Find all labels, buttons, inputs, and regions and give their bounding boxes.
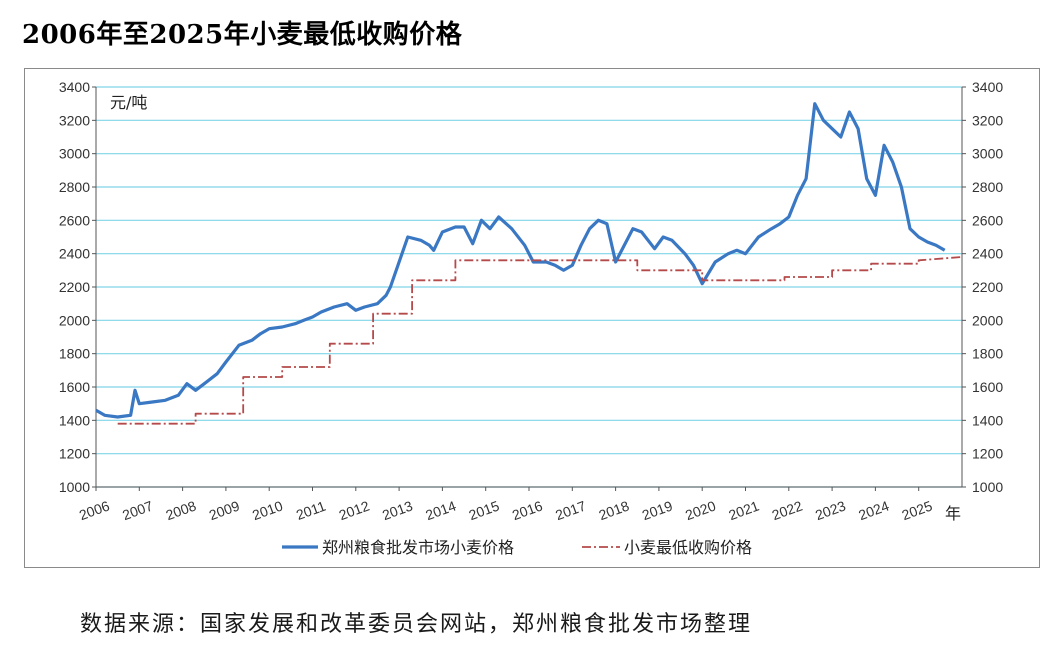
y-tick-label-right: 1200	[972, 446, 1003, 462]
x-tick-label: 2013	[380, 497, 415, 523]
y-tick-label-right: 2400	[972, 246, 1003, 262]
y-tick-label-left: 1000	[59, 479, 90, 495]
x-tick-label: 2007	[120, 497, 155, 523]
y-tick-label-right: 3400	[972, 79, 1003, 95]
x-tick-label: 2019	[640, 497, 675, 523]
y-tick-label-right: 1000	[972, 479, 1003, 495]
x-tick-label: 2025	[900, 497, 935, 523]
y-tick-label-left: 1400	[59, 412, 90, 428]
source-note: 数据来源：国家发展和改革委员会网站，郑州粮食批发市场整理	[80, 612, 753, 637]
x-tick-label: 2015	[467, 497, 502, 523]
y-tick-label-right: 2000	[972, 312, 1003, 328]
x-tick-label: 2009	[207, 497, 242, 523]
y-tick-label-right: 3000	[972, 146, 1003, 162]
series-line-market-price	[95, 102, 946, 419]
y-tick-label-right: 1600	[972, 379, 1003, 395]
y-tick-label-left: 2400	[59, 246, 90, 262]
x-tick-label: 2022	[770, 497, 805, 523]
y-tick-label-right: 2600	[972, 212, 1003, 228]
x-tick-label: 2017	[553, 497, 588, 523]
x-tick-label: 2014	[423, 497, 458, 523]
series-line-minimum-price	[117, 256, 963, 425]
y-tick-label-left: 2800	[59, 179, 90, 195]
x-tick-label: 2010	[250, 497, 285, 523]
page-title: 2006年至2025年小麦最低收购价格	[22, 20, 463, 50]
y-tick-label-left: 2000	[59, 312, 90, 328]
x-tick-label: 2006	[77, 497, 112, 523]
chart-frame	[24, 68, 1040, 568]
y-tick-label-left: 1200	[59, 446, 90, 462]
x-tick-label: 2024	[856, 497, 891, 523]
y-tick-label-left: 3200	[59, 112, 90, 128]
legend-label-minimum: 小麦最低收购价格	[624, 538, 752, 557]
x-tick-label: 2008	[164, 497, 199, 523]
y-tick-label-left: 1800	[59, 346, 90, 362]
y-tick-label-left: 1600	[59, 379, 90, 395]
legend-label-market: 郑州粮食批发市场小麦价格	[322, 538, 514, 557]
y-tick-label-right: 1400	[972, 412, 1003, 428]
y-tick-label-right: 2800	[972, 179, 1003, 195]
y-tick-label-left: 2200	[59, 279, 90, 295]
y-tick-label-left: 2600	[59, 212, 90, 228]
x-tick-label: 2018	[597, 497, 632, 523]
x-axis-label: 年	[945, 504, 961, 523]
y-tick-label-right: 2200	[972, 279, 1003, 295]
x-tick-label: 2012	[337, 497, 372, 523]
y-unit-label: 元/吨	[110, 93, 147, 112]
y-tick-label-left: 3000	[59, 146, 90, 162]
y-tick-label-left: 3400	[59, 79, 90, 95]
x-tick-label: 2021	[726, 497, 761, 523]
y-tick-label-right: 1800	[972, 346, 1003, 362]
x-tick-label: 2016	[510, 497, 545, 523]
y-tick-label-right: 3200	[972, 112, 1003, 128]
x-tick-label: 2011	[294, 498, 328, 523]
x-tick-label: 2020	[683, 497, 718, 523]
x-tick-label: 2023	[813, 497, 848, 523]
